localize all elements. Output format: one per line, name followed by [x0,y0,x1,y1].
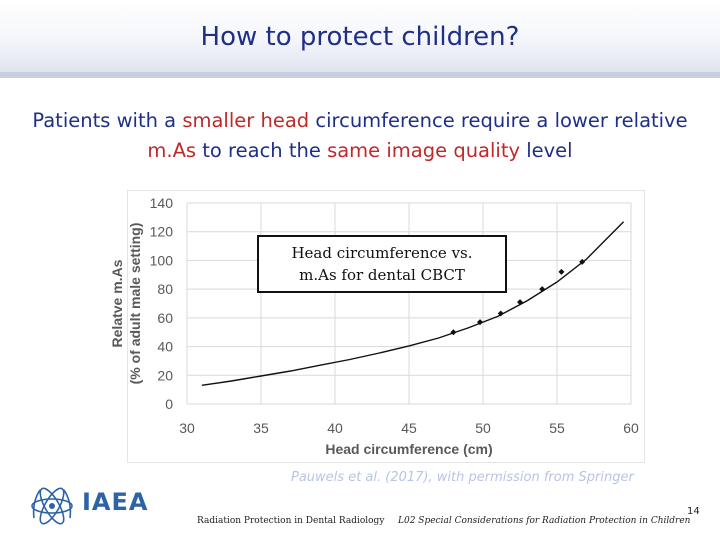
subtitle-highlight: m.As [147,139,197,162]
chart-annotation-box: Head circumference vs. m.As for dental C… [257,235,507,293]
y-tick-label: 140 [150,195,174,211]
x-tick-label: 35 [253,420,269,436]
x-tick-label: 55 [549,420,565,436]
subtitle-highlight: same image quality [327,139,521,162]
y-tick-label: 0 [165,396,173,412]
annotation-line-1: Head circumference vs. [291,244,473,262]
y-tick-label: 20 [157,367,173,383]
y-tick-label: 80 [157,281,173,297]
y-tick-label: 120 [150,224,174,240]
title-bar [0,0,720,78]
data-point [450,329,457,336]
slide-title: How to protect children? [200,22,520,52]
data-point [539,286,546,293]
head-circumference-chart: 0 20 40 60 80 100 120 140 30 35 40 45 50 55 60 Head cir… [109,195,639,457]
logo-text: IAEA [82,488,149,516]
y-tick-label: 100 [150,252,174,268]
subtitle-highlight: smaller head [182,109,310,132]
y-axis-label-line-2: (% of adult male setting) [127,223,143,385]
annotation-line-2: m.As for dental CBCT [299,266,465,284]
y-axis-label-line-1: Relatve m.As [109,259,125,347]
data-point [558,268,565,275]
x-tick-label: 60 [623,420,639,436]
data-point [497,310,504,317]
x-tick-label: 45 [401,420,417,436]
slide-subtitle: Patients with a smaller head circumferen… [20,106,700,166]
x-axis-label: Head circumference (cm) [325,441,492,457]
x-tick-label: 40 [327,420,343,436]
data-point [477,319,484,326]
data-point [579,258,586,265]
citation: Pauwels et al. (2017), with permission f… [291,470,634,485]
fit-curve [201,221,625,386]
footer-course-title: Radiation Protection in Dental Radiology [197,516,385,526]
page-number: 14 [687,506,700,517]
subtitle-text: Patients with a [32,109,183,132]
subtitle-text: level [520,139,573,162]
chart-container: 0 20 40 60 80 100 120 140 30 35 40 45 50 55 60 Head cir… [100,190,645,463]
subtitle-text: circumference require a lower relative [309,109,688,132]
data-point [517,299,523,306]
subtitle-text: to reach the [196,139,328,162]
y-tick-label: 40 [157,339,173,355]
y-tick-label: 60 [157,310,173,326]
footer-lecture-title: L02 Special Considerations for Radiation… [398,516,691,526]
x-tick-label: 50 [475,420,491,436]
x-tick-label: 30 [179,420,195,436]
iaea-logo-icon [31,487,73,525]
